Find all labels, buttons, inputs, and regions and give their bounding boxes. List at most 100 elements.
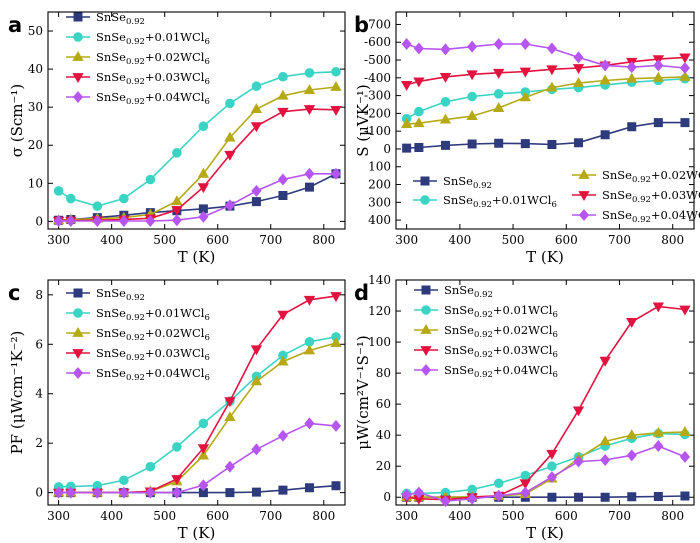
data-point: [119, 193, 129, 204]
data-point: [546, 471, 557, 484]
data-point: [251, 443, 262, 456]
legend-marker: [72, 50, 84, 61]
data-point: [573, 455, 584, 468]
legend-label: SnSe0.92+0.04WCl6: [444, 363, 558, 380]
data-point: [277, 355, 289, 366]
y-tick-label: 40: [28, 62, 43, 76]
data-point: [439, 113, 452, 124]
data-point: [679, 426, 691, 436]
data-point: [172, 442, 182, 452]
chart-panel-d: 300 400 500 600 700 800 0 20 40 60 80 100 120 140 T (K…: [354, 273, 695, 542]
data-point: [303, 105, 316, 116]
legend-marker: [421, 285, 431, 295]
data-point: [626, 61, 637, 74]
data-point: [627, 492, 637, 502]
data-point: [652, 302, 665, 313]
data-point: [224, 411, 236, 422]
data-point: [440, 495, 451, 508]
x-tick-label: 600: [206, 233, 229, 247]
data-point: [251, 197, 261, 207]
y-tick-label: 6: [35, 337, 43, 351]
data-point: [53, 486, 64, 499]
series-+0.04WCl6: [401, 38, 691, 75]
data-point: [119, 475, 129, 486]
series-+0.04WCl6: [401, 440, 691, 508]
data-point: [493, 68, 505, 79]
data-point: [679, 62, 691, 75]
data-point: [546, 81, 558, 92]
legend-marker: [578, 191, 590, 202]
data-point: [277, 89, 289, 100]
data-point: [547, 492, 557, 502]
legend: SnSe0.92 SnSe0.92+0.01WCl6 SnSe0.92+0.02WC…: [413, 168, 700, 225]
y-tick-label: 0: [35, 214, 43, 228]
panel-letter: c: [8, 281, 20, 305]
legend-entry: SnSe0.92+0.03WCl6: [66, 70, 210, 87]
data-point: [573, 51, 584, 64]
series-line: [406, 76, 686, 125]
data-point: [224, 150, 236, 161]
legend-label: SnSe0.92+0.03WCl6: [96, 70, 210, 87]
data-point: [600, 454, 611, 466]
legend-entry: SnSe0.92+0.04WCl6: [66, 366, 210, 383]
data-point: [599, 356, 611, 367]
y-tick-label: -400: [364, 71, 391, 85]
data-point: [197, 183, 210, 194]
x-tick-label: 700: [259, 233, 282, 247]
legend-label: SnSe0.92: [443, 174, 492, 191]
legend-entry: SnSe0.92+0.04WCl6: [572, 208, 700, 225]
data-point: [520, 139, 530, 149]
legend-marker: [72, 326, 84, 337]
data-point: [277, 173, 289, 186]
y-tick-label: 120: [368, 304, 391, 318]
data-point: [224, 199, 235, 212]
data-point: [546, 449, 558, 460]
y-tick-label: -600: [364, 35, 391, 49]
data-point: [574, 138, 584, 148]
x-tick-label: 400: [448, 509, 471, 523]
data-point: [413, 77, 425, 88]
data-point: [413, 486, 424, 499]
data-point: [171, 214, 182, 227]
data-point: [303, 295, 316, 306]
series-line: [58, 86, 337, 221]
data-point: [304, 483, 314, 493]
legend-entry: SnSe0.92+0.01WCl6: [66, 30, 210, 47]
y-tick-label: 400: [368, 213, 391, 227]
y-tick-label: 100: [368, 335, 391, 349]
y-tick-label: 8: [35, 288, 43, 302]
data-point: [400, 81, 413, 91]
legend-label: SnSe0.92+0.04WCl6: [96, 366, 210, 383]
data-point: [250, 103, 263, 113]
legend-label: SnSe0.92: [444, 283, 493, 300]
x-tick-label: 600: [555, 233, 578, 247]
data-point: [679, 53, 691, 64]
data-point: [680, 491, 690, 501]
data-point: [224, 460, 235, 473]
data-point: [224, 397, 236, 408]
data-point: [519, 479, 531, 490]
data-point: [572, 406, 585, 417]
data-point: [493, 102, 505, 112]
data-point: [330, 419, 342, 432]
data-point: [679, 70, 691, 81]
data-point: [171, 475, 183, 486]
y-tick-label: 80: [376, 366, 391, 380]
data-point: [145, 215, 156, 227]
data-point: [494, 138, 504, 148]
data-point: [198, 479, 209, 492]
data-point: [599, 74, 611, 85]
legend-marker: [72, 349, 84, 360]
data-point: [171, 206, 183, 216]
series-+0.01WCl6: [53, 66, 341, 211]
legend-label: SnSe0.92+0.01WCl6: [96, 306, 210, 323]
data-point: [330, 167, 342, 180]
data-point: [304, 167, 315, 180]
series-line: [406, 432, 686, 495]
data-point: [626, 429, 638, 440]
legend-marker: [420, 346, 432, 357]
legend-label: SnSe0.92+0.02WCl6: [96, 50, 210, 67]
data-point: [493, 478, 504, 489]
y-tick-label: 2: [35, 436, 43, 450]
data-point: [251, 487, 261, 497]
